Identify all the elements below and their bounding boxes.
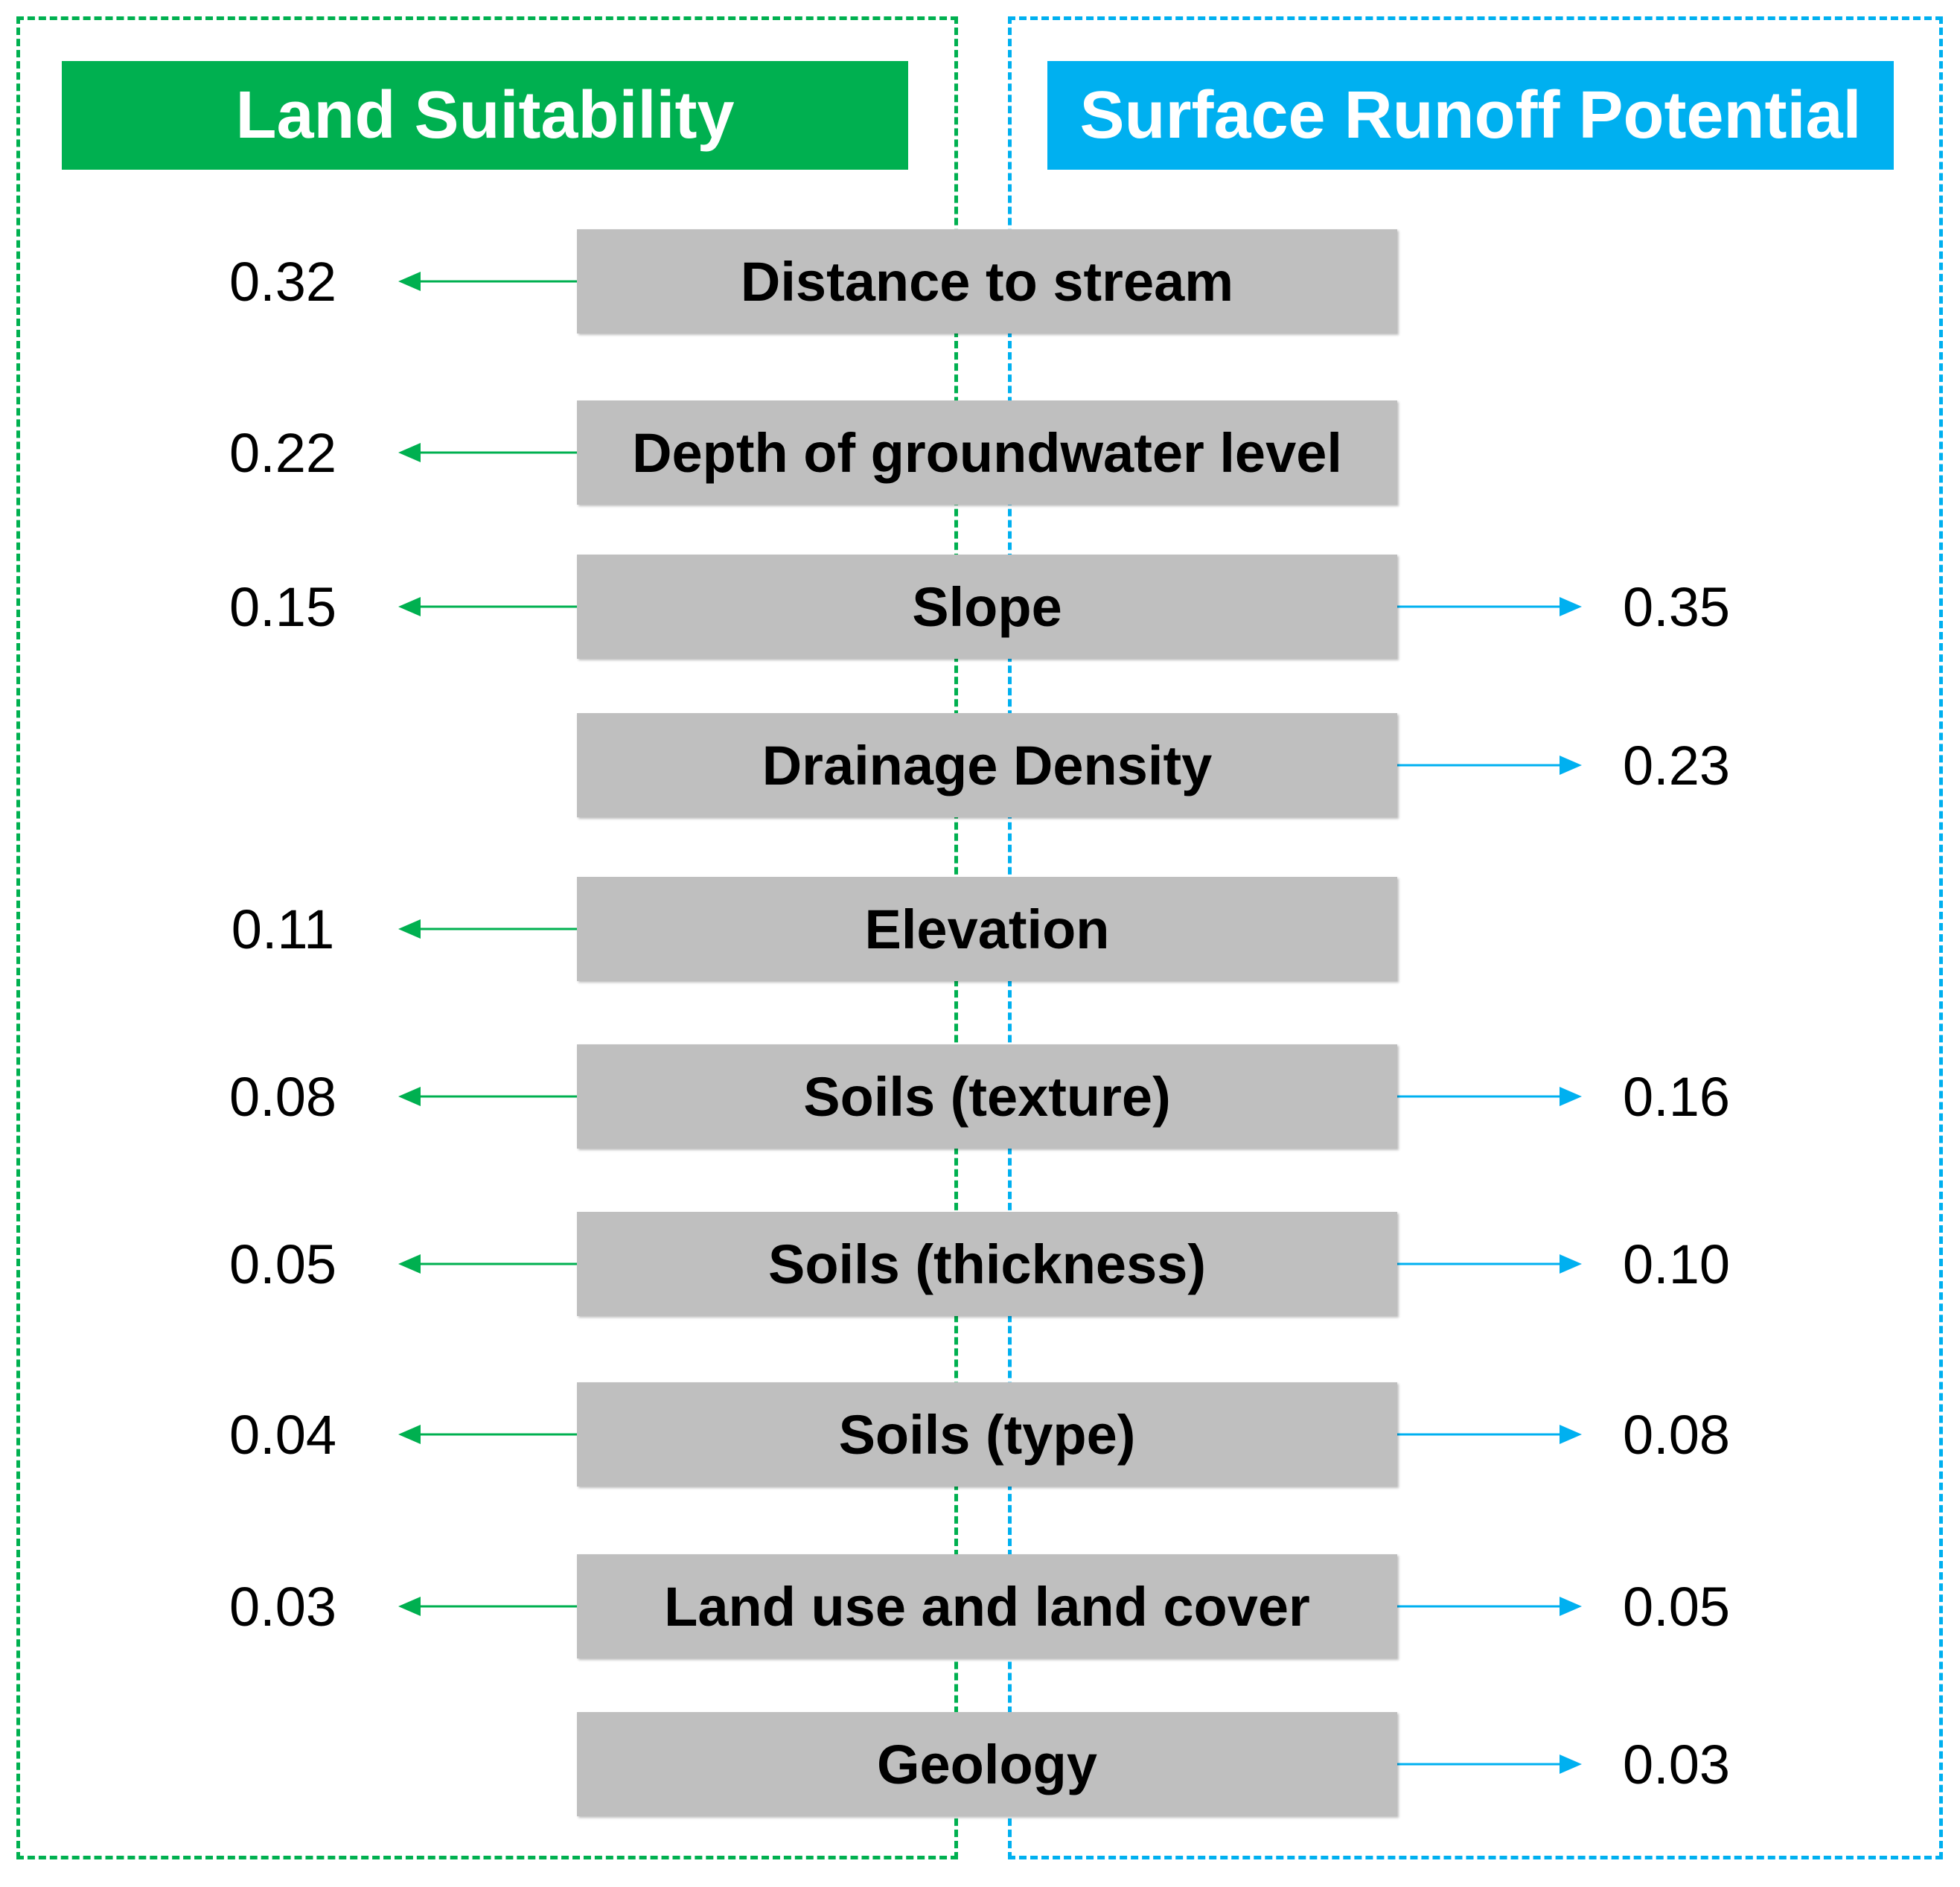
runoff-weight-land-use-and-land-cover: 0.05: [1622, 1576, 1731, 1638]
runoff-arrow-slope: [1397, 597, 1582, 616]
runoff-weight-geology: 0.03: [1622, 1734, 1731, 1795]
factor-box-soils-type: Soils (type): [577, 1382, 1397, 1487]
land-suitability-arrow-soils-type: [398, 1425, 577, 1444]
runoff-weight-soils-type: 0.08: [1622, 1404, 1731, 1466]
runoff-arrow-land-use-and-land-cover: [1397, 1597, 1582, 1616]
runoff-weight-drainage-density: 0.23: [1622, 735, 1731, 796]
factor-box-slope: Slope: [577, 555, 1397, 659]
factor-box-elevation: Elevation: [577, 877, 1397, 981]
land-suitability-arrow-elevation: [398, 919, 577, 939]
land-suitability-arrow-soils-thickness: [398, 1254, 577, 1274]
land-suitability-arrow-land-use-and-land-cover: [398, 1597, 577, 1616]
factor-box-depth-of-groundwater-level: Depth of groundwater level: [577, 400, 1397, 505]
land-suitability-arrow-depth-of-groundwater-level: [398, 443, 577, 462]
runoff-arrow-geology: [1397, 1755, 1582, 1774]
factor-box-distance-to-stream: Distance to stream: [577, 229, 1397, 333]
land-suitability-weight-slope: 0.15: [229, 576, 337, 638]
runoff-arrow-soils-texture: [1397, 1087, 1582, 1106]
runoff-weight-soils-thickness: 0.10: [1622, 1233, 1731, 1295]
land-suitability-arrow-slope: [398, 597, 577, 616]
land-suitability-weight-elevation: 0.11: [231, 898, 335, 960]
runoff-arrow-drainage-density: [1397, 756, 1582, 775]
land-suitability-weight-soils-type: 0.04: [229, 1404, 337, 1466]
runoff-arrow-soils-type: [1397, 1425, 1582, 1444]
runoff-weight-soils-texture: 0.16: [1622, 1066, 1731, 1128]
land-suitability-arrow-soils-texture: [398, 1087, 577, 1106]
runoff-arrow-soils-thickness: [1397, 1254, 1582, 1274]
land-suitability-weight-soils-texture: 0.08: [229, 1066, 337, 1128]
land-suitability-arrow-distance-to-stream: [398, 272, 577, 291]
factor-box-drainage-density: Drainage Density: [577, 713, 1397, 817]
factor-box-soils-texture: Soils (texture): [577, 1044, 1397, 1149]
land-suitability-weight-distance-to-stream: 0.32: [229, 251, 337, 313]
land-suitability-weight-land-use-and-land-cover: 0.03: [229, 1576, 337, 1638]
factor-box-soils-thickness: Soils (thickness): [577, 1212, 1397, 1316]
land-suitability-weight-soils-thickness: 0.05: [229, 1233, 337, 1295]
runoff-weight-slope: 0.35: [1622, 576, 1731, 638]
factor-box-geology: Geology: [577, 1712, 1397, 1816]
land-suitability-header: Land Suitability: [62, 61, 908, 170]
surface-runoff-header: Surface Runoff Potential: [1047, 61, 1894, 170]
factor-box-land-use-and-land-cover: Land use and land cover: [577, 1554, 1397, 1658]
land-suitability-weight-depth-of-groundwater-level: 0.22: [229, 422, 337, 484]
